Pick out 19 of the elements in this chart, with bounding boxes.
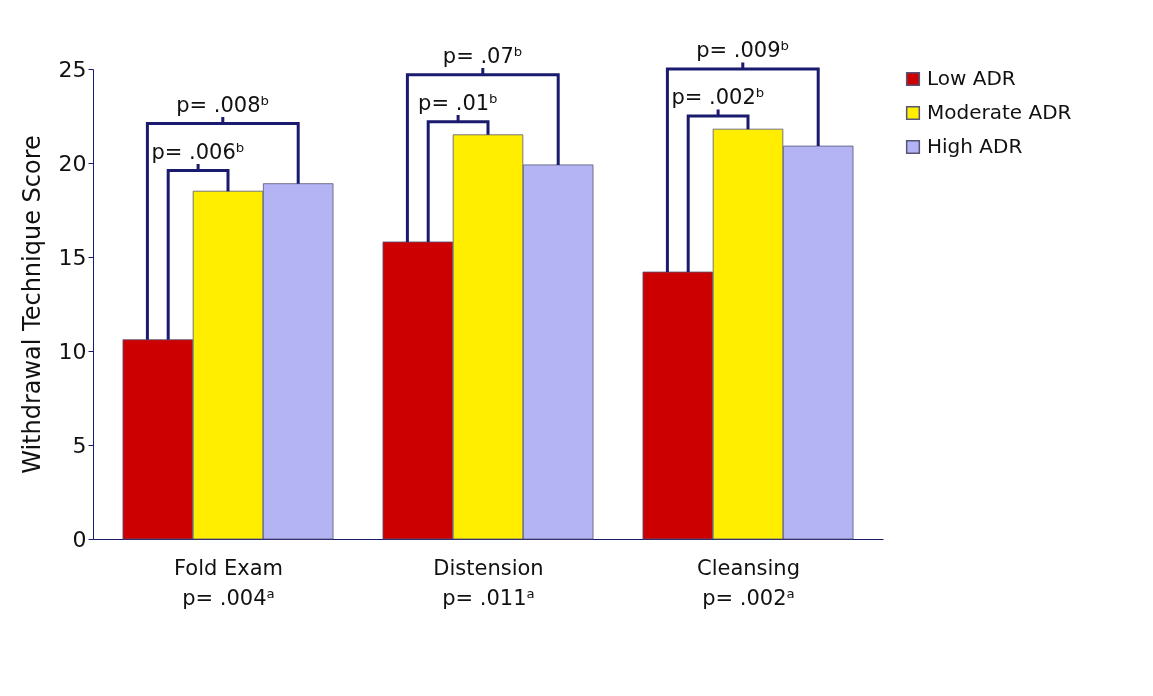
annotation: p= .006ᵇ: [151, 140, 245, 164]
legend-label: High ADR: [927, 134, 1023, 158]
y-tick-label: 10: [58, 338, 87, 364]
y-tick-label: 20: [58, 150, 87, 176]
annotation: p= .01ᵇ: [418, 91, 499, 116]
text: p= .07ᵇ: [442, 44, 523, 69]
legend-label: Low ADR: [927, 66, 1016, 90]
x-tick-label: Fold Exam p= .004ᵃ: [173, 555, 284, 610]
text: p= .009ᵇ: [696, 38, 790, 63]
annotation: p= .008ᵇ: [176, 93, 270, 117]
annotation: p= .002ᵇ: [671, 85, 765, 110]
y-axis-title: Withdrawal Technique Score: [17, 135, 46, 474]
legend-label: Moderate ADR: [927, 100, 1072, 124]
y-tick-label: 5: [72, 432, 87, 458]
y-tick-label: 15: [58, 244, 87, 270]
y-tick-label: 25: [58, 56, 87, 82]
x-tick-label: Distension p= .011ᵃ: [433, 555, 544, 610]
x-tick-label: Cleansing p= .002ᵃ: [696, 555, 801, 610]
y-tick-label: 0: [72, 526, 87, 552]
